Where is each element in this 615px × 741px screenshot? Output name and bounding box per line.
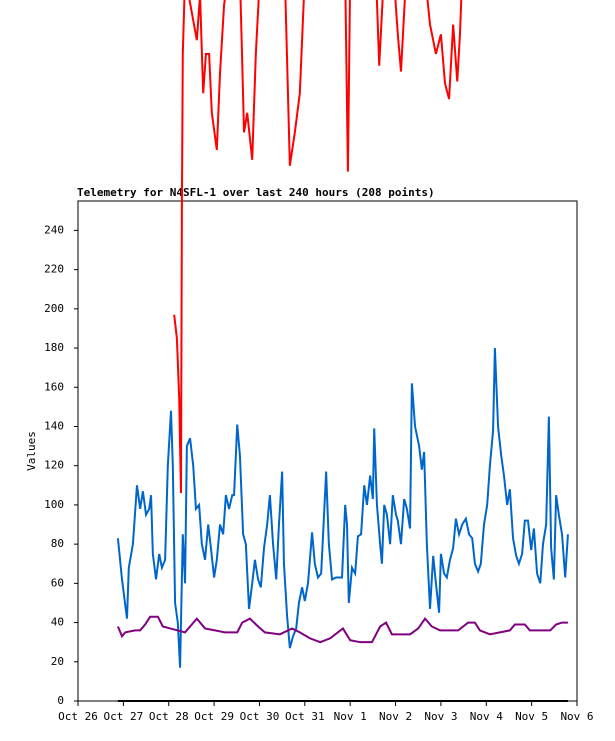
x-tick-label: Nov 1 (334, 710, 367, 723)
y-axis-label: Values (25, 431, 38, 471)
y-tick-label: 80 (51, 537, 64, 550)
y-tick-label: 160 (44, 380, 64, 393)
x-tick-label: Nov 3 (424, 710, 457, 723)
y-tick-label: 40 (51, 616, 64, 629)
chart-title: Telemetry for N4SFL-1 over last 240 hour… (77, 186, 435, 199)
y-tick-label: 200 (44, 302, 64, 315)
x-tick-label: Nov 2 (379, 710, 412, 723)
data-line (173, 0, 463, 494)
x-tick-label: Oct 30 (240, 710, 280, 723)
y-tick-label: 220 (44, 263, 64, 276)
y-tick-label: 140 (44, 419, 64, 432)
y-tick-label: 60 (51, 576, 64, 589)
y-tick-label: 120 (44, 459, 64, 472)
y-tick-label: 100 (44, 498, 64, 511)
y-tick-label: 180 (44, 341, 64, 354)
data-line (116, 348, 569, 668)
x-tick-label: Oct 27 (103, 710, 143, 723)
x-tick-label: Oct 26 (58, 710, 98, 723)
y-tick-label: 0 (57, 694, 64, 707)
y-tick-label: 240 (44, 223, 64, 236)
y-tick-label: 20 (51, 655, 64, 668)
x-tick-label: Nov 6 (560, 710, 593, 723)
x-tick-label: Oct 28 (149, 710, 189, 723)
x-tick-label: Oct 31 (285, 710, 325, 723)
x-tick-label: Oct 29 (194, 710, 234, 723)
x-tick-label: Nov 5 (515, 710, 548, 723)
plot-frame (77, 200, 578, 702)
x-tick-label: Nov 4 (470, 710, 503, 723)
data-line (116, 615, 568, 644)
